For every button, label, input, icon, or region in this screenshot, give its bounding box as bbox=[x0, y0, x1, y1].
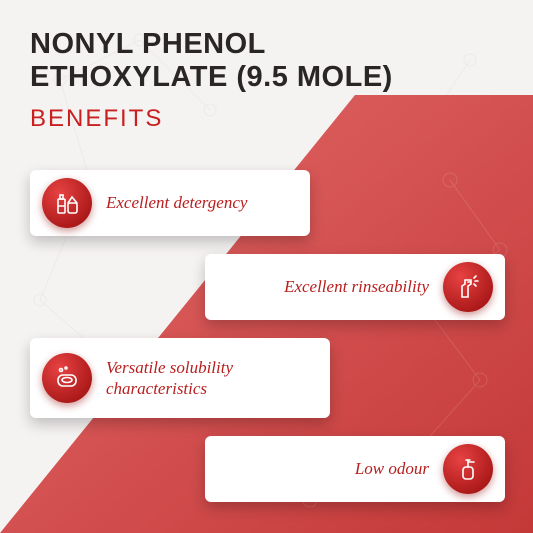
benefit-text: Low odour bbox=[355, 458, 429, 479]
title-line-1: NONYL PHENOL bbox=[30, 28, 266, 60]
benefit-card: Excellent rinseability bbox=[205, 254, 505, 320]
page-subtitle: BENEFITS bbox=[30, 105, 503, 133]
pump-bottle-icon bbox=[443, 444, 493, 494]
benefit-card: Low odour bbox=[205, 436, 505, 502]
title-line-2: ETHOXYLATE (9.5 MOLE) bbox=[30, 61, 393, 93]
benefit-card: Excellent detergency bbox=[30, 170, 310, 236]
benefit-text: Excellent detergency bbox=[106, 192, 247, 213]
spray-bottle-icon bbox=[443, 262, 493, 312]
benefit-text: Versatile solubility characteristics bbox=[106, 357, 306, 400]
page-title: NONYL PHENOL ETHOXYLATE (9.5 MOLE) bbox=[30, 28, 503, 95]
detergent-bottles-icon bbox=[42, 178, 92, 228]
benefit-card: Versatile solubility characteristics bbox=[30, 338, 330, 418]
benefit-text: Excellent rinseability bbox=[284, 276, 429, 297]
soap-bar-icon bbox=[42, 353, 92, 403]
